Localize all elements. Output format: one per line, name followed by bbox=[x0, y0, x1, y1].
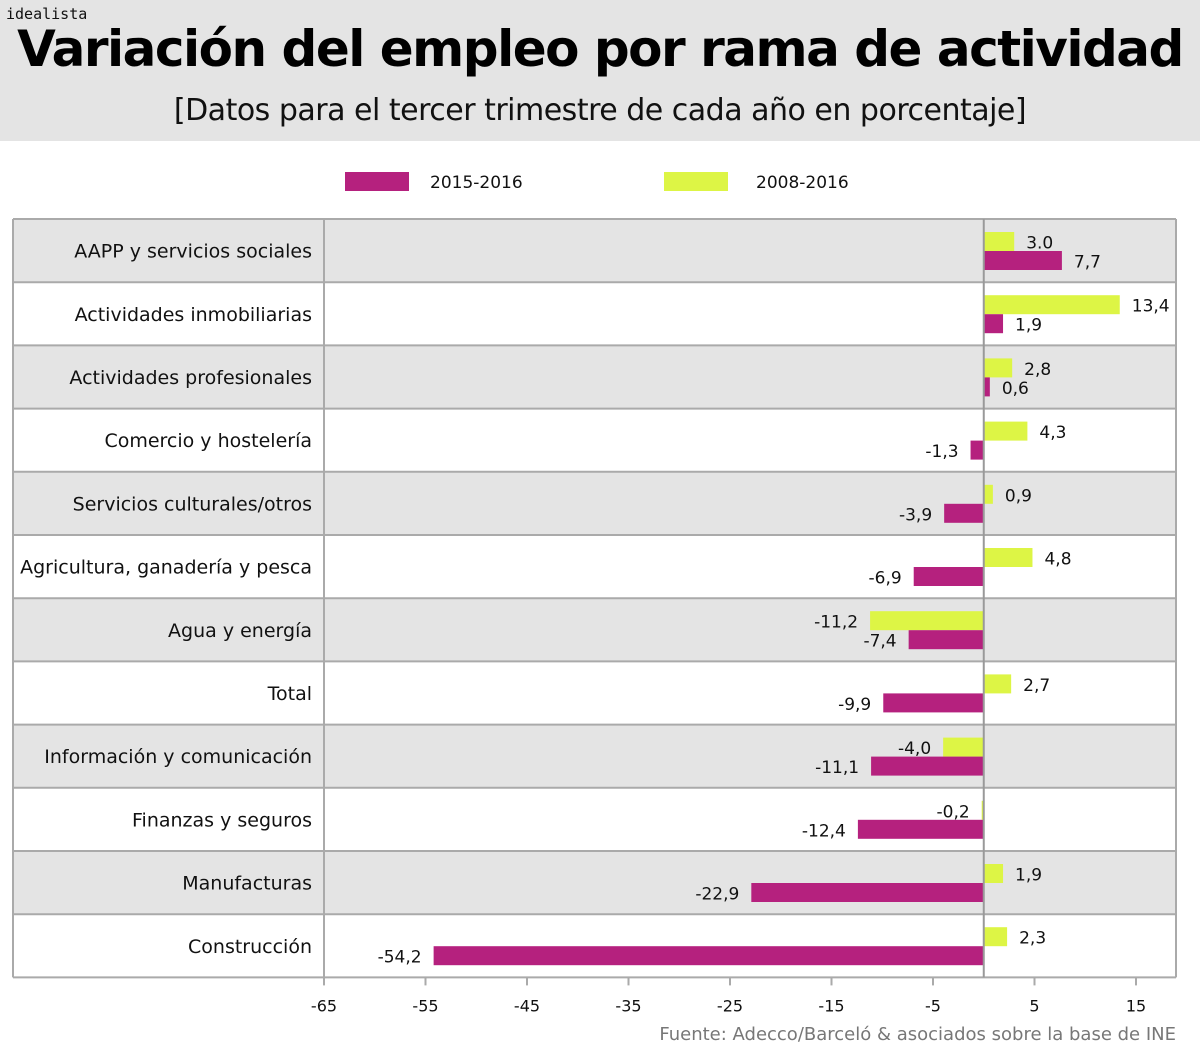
bar-2008-2016-agricultura-ganaderia-y-pesca bbox=[983, 548, 1033, 567]
x-tick-label: -45 bbox=[514, 996, 540, 1015]
bar-2008-2016-actividades-profesionales bbox=[983, 358, 1013, 378]
x-tick-label: 15 bbox=[1126, 996, 1146, 1015]
value-label-2015-2016-actividades-inmobiliarias: 1,9 bbox=[1015, 316, 1042, 336]
category-label-informacion-y-comunicacion: Información y comunicación bbox=[44, 746, 312, 768]
category-label-actividades-profesionales: Actividades profesionales bbox=[69, 367, 312, 389]
x-tick-label: -25 bbox=[717, 996, 743, 1015]
category-label-servicios-culturales-otros: Servicios culturales/otros bbox=[73, 493, 312, 515]
bar-2015-2016-total bbox=[883, 693, 984, 713]
row-band-manufacturas bbox=[13, 851, 1176, 915]
value-label-2008-2016-agricultura-ganaderia-y-pesca: 4,8 bbox=[1044, 550, 1071, 570]
row-band-actividades-profesionales bbox=[13, 345, 1176, 409]
value-label-2015-2016-comercio-y-hosteleria: -1,3 bbox=[925, 442, 958, 462]
value-label-2015-2016-manufacturas: -22,9 bbox=[695, 885, 739, 905]
legend-label-2015-2016: 2015-2016 bbox=[430, 173, 523, 193]
chart-subtitle: [Datos para el tercer trimestre de cada … bbox=[173, 93, 1027, 128]
bar-2015-2016-construccion bbox=[433, 946, 984, 966]
bar-2008-2016-manufacturas bbox=[983, 864, 1004, 883]
row-band-comercio-y-hosteleria bbox=[13, 408, 1176, 472]
category-label-agua-y-energia: Agua y energía bbox=[168, 620, 312, 642]
value-label-2008-2016-aapp-y-servicios-sociales: 3.0 bbox=[1026, 234, 1053, 254]
chart-title: Variación del empleo por rama de activid… bbox=[17, 20, 1184, 78]
value-label-2015-2016-agricultura-ganaderia-y-pesca: -6,9 bbox=[869, 569, 902, 589]
bar-2015-2016-agua-y-energia bbox=[908, 630, 984, 650]
bar-2015-2016-informacion-y-comunicacion bbox=[871, 756, 984, 776]
bar-2008-2016-actividades-inmobiliarias bbox=[983, 295, 1120, 315]
value-label-2008-2016-actividades-inmobiliarias: 13,4 bbox=[1132, 297, 1170, 317]
value-label-2008-2016-agua-y-energia: -11,2 bbox=[814, 613, 858, 633]
x-tick-label: -65 bbox=[311, 996, 337, 1015]
x-axis: -65 -55 -45 -35 -25 -15 -5 5 15 bbox=[311, 977, 1146, 1015]
x-tick-label: 5 bbox=[1029, 996, 1039, 1015]
value-label-2008-2016-finanzas-y-seguros: -0,2 bbox=[937, 802, 970, 822]
category-label-agricultura-ganaderia-y-pesca: Agricultura, ganadería y pesca bbox=[20, 557, 312, 579]
value-label-2015-2016-actividades-profesionales: 0,6 bbox=[1002, 379, 1029, 399]
source-note: Fuente: Adecco/Barceló & asociados sobre… bbox=[659, 1024, 1176, 1045]
value-label-2015-2016-construccion: -54,2 bbox=[378, 948, 422, 968]
header-band: idealista Variación del empleo por rama … bbox=[0, 0, 1200, 141]
row-band-agricultura-ganaderia-y-pesca bbox=[13, 535, 1176, 599]
value-label-2015-2016-total: -9,9 bbox=[838, 695, 871, 715]
value-label-2015-2016-agua-y-energia: -7,4 bbox=[863, 632, 896, 652]
bar-2008-2016-informacion-y-comunicacion bbox=[943, 737, 984, 757]
bars: 3.0 7,7 13,4 1,9 2,80,6 4,3 -1,3 0,9 -3,9 4,8 -6,9… bbox=[378, 219, 1170, 978]
category-label-finanzas-y-seguros: Finanzas y seguros bbox=[132, 809, 312, 831]
bar-2015-2016-agricultura-ganaderia-y-pesca bbox=[913, 567, 984, 586]
bar-chart: 2015-2016 2008-2016 AAPP y servicios soci… bbox=[12, 172, 1177, 1015]
bar-2015-2016-aapp-y-servicios-sociales bbox=[983, 251, 1062, 270]
category-label-total: Total bbox=[267, 683, 312, 705]
value-label-2008-2016-comercio-y-hosteleria: 4,3 bbox=[1039, 423, 1066, 443]
category-label-construccion: Construcción bbox=[188, 936, 312, 958]
category-label-manufacturas: Manufacturas bbox=[182, 873, 312, 895]
legend-swatch-2008-2016 bbox=[664, 172, 728, 191]
value-label-2008-2016-servicios-culturales-otros: 0,9 bbox=[1005, 486, 1032, 506]
bar-2015-2016-actividades-profesionales bbox=[983, 377, 990, 397]
value-label-2015-2016-servicios-culturales-otros: -3,9 bbox=[899, 505, 932, 525]
category-label-actividades-inmobiliarias: Actividades inmobiliarias bbox=[75, 304, 312, 326]
row-band-total bbox=[13, 661, 1176, 725]
row-band-aapp-y-servicios-sociales bbox=[13, 219, 1176, 283]
value-label-2008-2016-total: 2,7 bbox=[1023, 676, 1050, 696]
category-label-comercio-y-hosteleria: Comercio y hostelería bbox=[104, 430, 312, 452]
bar-2008-2016-construccion bbox=[983, 927, 1008, 947]
legend: 2015-2016 2008-2016 bbox=[345, 172, 849, 193]
value-label-2015-2016-informacion-y-comunicacion: -11,1 bbox=[815, 758, 859, 778]
category-rows: AAPP y servicios sociales Actividades inm… bbox=[12, 218, 1177, 979]
x-tick-label: -5 bbox=[925, 996, 941, 1015]
bar-2015-2016-servicios-culturales-otros bbox=[944, 503, 984, 523]
x-tick-label: -15 bbox=[818, 996, 844, 1015]
value-label-2015-2016-aapp-y-servicios-sociales: 7,7 bbox=[1074, 253, 1101, 273]
bar-2008-2016-comercio-y-hosteleria bbox=[983, 421, 1028, 441]
x-tick-label: -35 bbox=[615, 996, 641, 1015]
bar-2008-2016-finanzas-y-seguros bbox=[981, 800, 984, 820]
bar-2015-2016-comercio-y-hosteleria bbox=[970, 440, 984, 460]
row-band-actividades-inmobiliarias bbox=[13, 282, 1176, 346]
category-label-aapp-y-servicios-sociales: AAPP y servicios sociales bbox=[74, 241, 312, 263]
bar-2015-2016-finanzas-y-seguros bbox=[857, 819, 984, 839]
bar-2008-2016-total bbox=[983, 674, 1012, 694]
value-label-2008-2016-informacion-y-comunicacion: -4,0 bbox=[898, 739, 931, 759]
bar-2008-2016-servicios-culturales-otros bbox=[983, 484, 993, 504]
brand-logo: idealista bbox=[6, 5, 88, 23]
value-label-2008-2016-manufacturas: 1,9 bbox=[1015, 866, 1042, 886]
legend-swatch-2015-2016 bbox=[345, 172, 409, 191]
row-band-servicios-culturales-otros bbox=[13, 471, 1176, 535]
value-label-2015-2016-finanzas-y-seguros: -12,4 bbox=[802, 821, 846, 841]
x-tick-label: -55 bbox=[412, 996, 438, 1015]
value-label-2008-2016-construccion: 2,3 bbox=[1019, 929, 1046, 949]
bar-2008-2016-agua-y-energia bbox=[870, 611, 984, 631]
value-label-2008-2016-actividades-profesionales: 2,8 bbox=[1024, 360, 1051, 380]
bar-2015-2016-actividades-inmobiliarias bbox=[983, 314, 1004, 334]
row-band-construccion bbox=[13, 914, 1176, 978]
bar-2008-2016-aapp-y-servicios-sociales bbox=[983, 232, 1015, 251]
legend-label-2008-2016: 2008-2016 bbox=[756, 173, 849, 193]
bar-2015-2016-manufacturas bbox=[751, 883, 984, 902]
